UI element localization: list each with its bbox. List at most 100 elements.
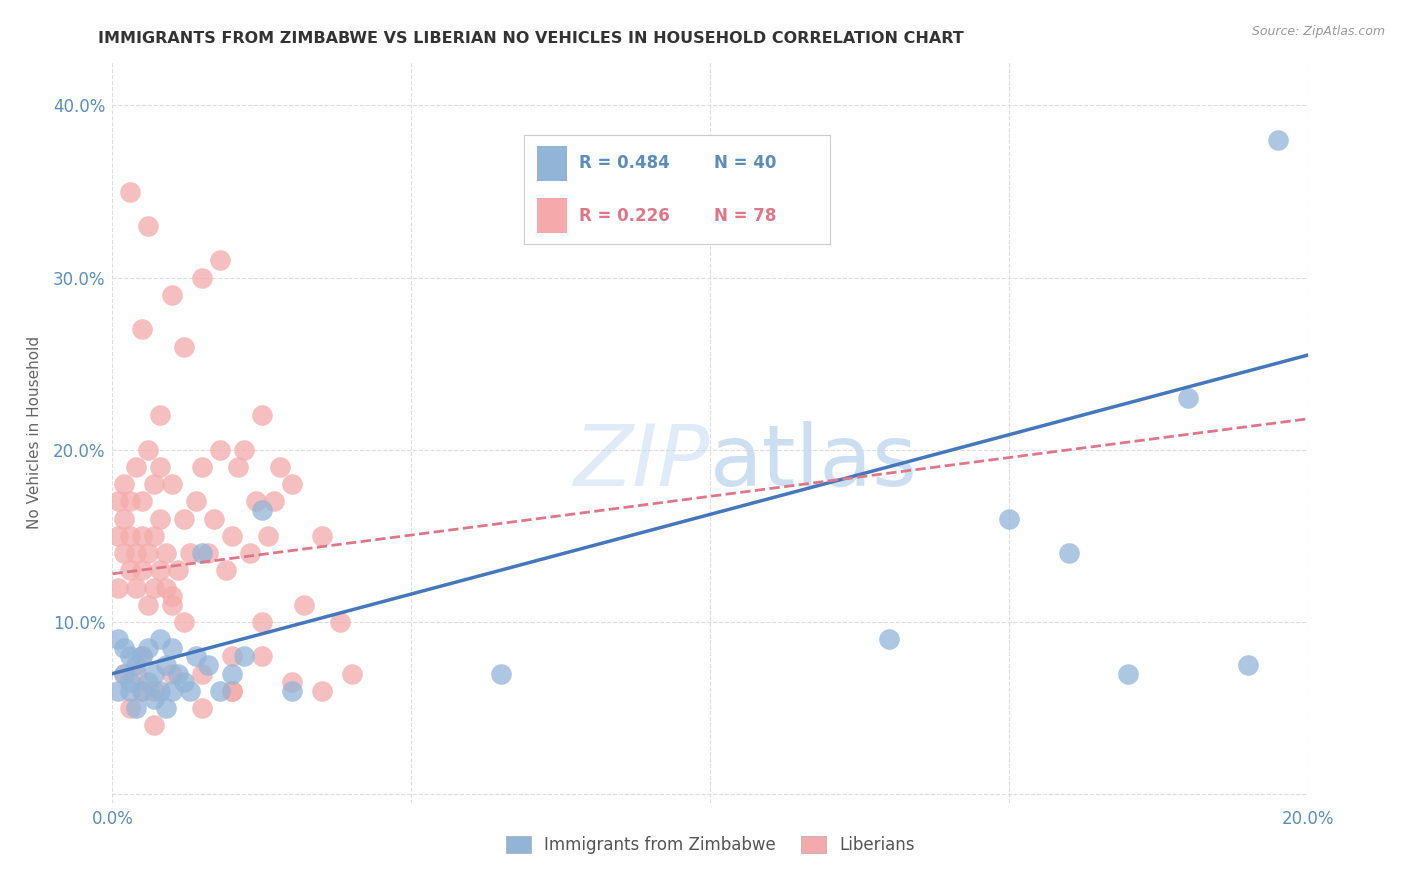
Point [120,529,142,543]
Legend: Immigrants from Zimbabwe, Liberians: Immigrants from Zimbabwe, Liberians [499,830,921,861]
Point [120,675,142,690]
Point [209,253,232,268]
Text: R = 0.226: R = 0.226 [579,207,671,225]
Point [191,460,214,475]
Point [120,494,142,508]
Text: IMMIGRANTS FROM ZIMBABWE VS LIBERIAN NO VEHICLES IN HOUSEHOLD CORRELATION CHART: IMMIGRANTS FROM ZIMBABWE VS LIBERIAN NO … [98,31,965,46]
Point [155,546,177,560]
Point [143,529,166,543]
Bar [537,198,567,234]
Point [191,270,214,285]
Point [114,546,135,560]
Point [131,529,153,543]
Point [257,529,280,543]
Point [143,692,166,706]
Point [155,581,177,595]
Point [131,649,153,664]
Point [138,598,160,612]
Point [998,512,1021,526]
Point [138,546,160,560]
Point [131,684,153,698]
Point [191,666,214,681]
Point [143,666,166,681]
Point [221,684,243,698]
Point [179,684,201,698]
Point [107,494,129,508]
Point [131,684,153,698]
Point [125,460,148,475]
Point [250,409,273,423]
Point [250,615,273,629]
Point [197,546,219,560]
Point [131,322,153,336]
Point [239,546,262,560]
Point [125,581,148,595]
Point [311,684,333,698]
Point [173,675,195,690]
Point [107,684,129,698]
Point [1118,666,1140,681]
Point [292,598,315,612]
Point [167,563,190,577]
Point [114,666,135,681]
Point [186,649,208,664]
Point [162,598,183,612]
Point [186,494,208,508]
Point [114,640,135,655]
Point [149,409,172,423]
Point [489,666,512,681]
Point [250,503,273,517]
Point [173,339,195,353]
Text: N = 40: N = 40 [714,154,776,172]
Point [233,649,256,664]
Point [197,658,219,673]
Bar [537,145,567,181]
Point [120,701,142,715]
Point [143,718,166,732]
Point [149,632,172,647]
Point [107,529,129,543]
Point [149,684,172,698]
Point [125,701,148,715]
Point [138,640,160,655]
Point [191,701,214,715]
Point [167,666,190,681]
Point [215,563,238,577]
Point [1177,391,1199,405]
Text: R = 0.484: R = 0.484 [579,154,671,172]
Point [1237,658,1260,673]
Point [209,684,232,698]
Point [329,615,352,629]
Point [879,632,901,647]
Point [114,477,135,491]
Point [233,442,256,457]
Point [173,615,195,629]
Point [162,684,183,698]
Point [138,219,160,233]
Point [226,460,249,475]
Point [155,658,177,673]
Point [120,185,142,199]
Point [155,701,177,715]
Point [1267,133,1289,147]
Point [162,640,183,655]
Point [162,477,183,491]
Point [125,658,148,673]
Point [149,512,172,526]
Point [131,494,153,508]
Text: atlas: atlas [710,421,918,504]
Point [1057,546,1080,560]
Text: ZIP: ZIP [574,421,710,504]
Point [143,684,166,698]
Text: Source: ZipAtlas.com: Source: ZipAtlas.com [1251,25,1385,38]
Point [269,460,291,475]
Point [340,666,363,681]
Point [162,666,183,681]
Point [281,675,304,690]
Point [107,632,129,647]
Text: N = 78: N = 78 [714,207,776,225]
Point [131,649,153,664]
Point [263,494,285,508]
Point [162,288,183,302]
Point [131,563,153,577]
